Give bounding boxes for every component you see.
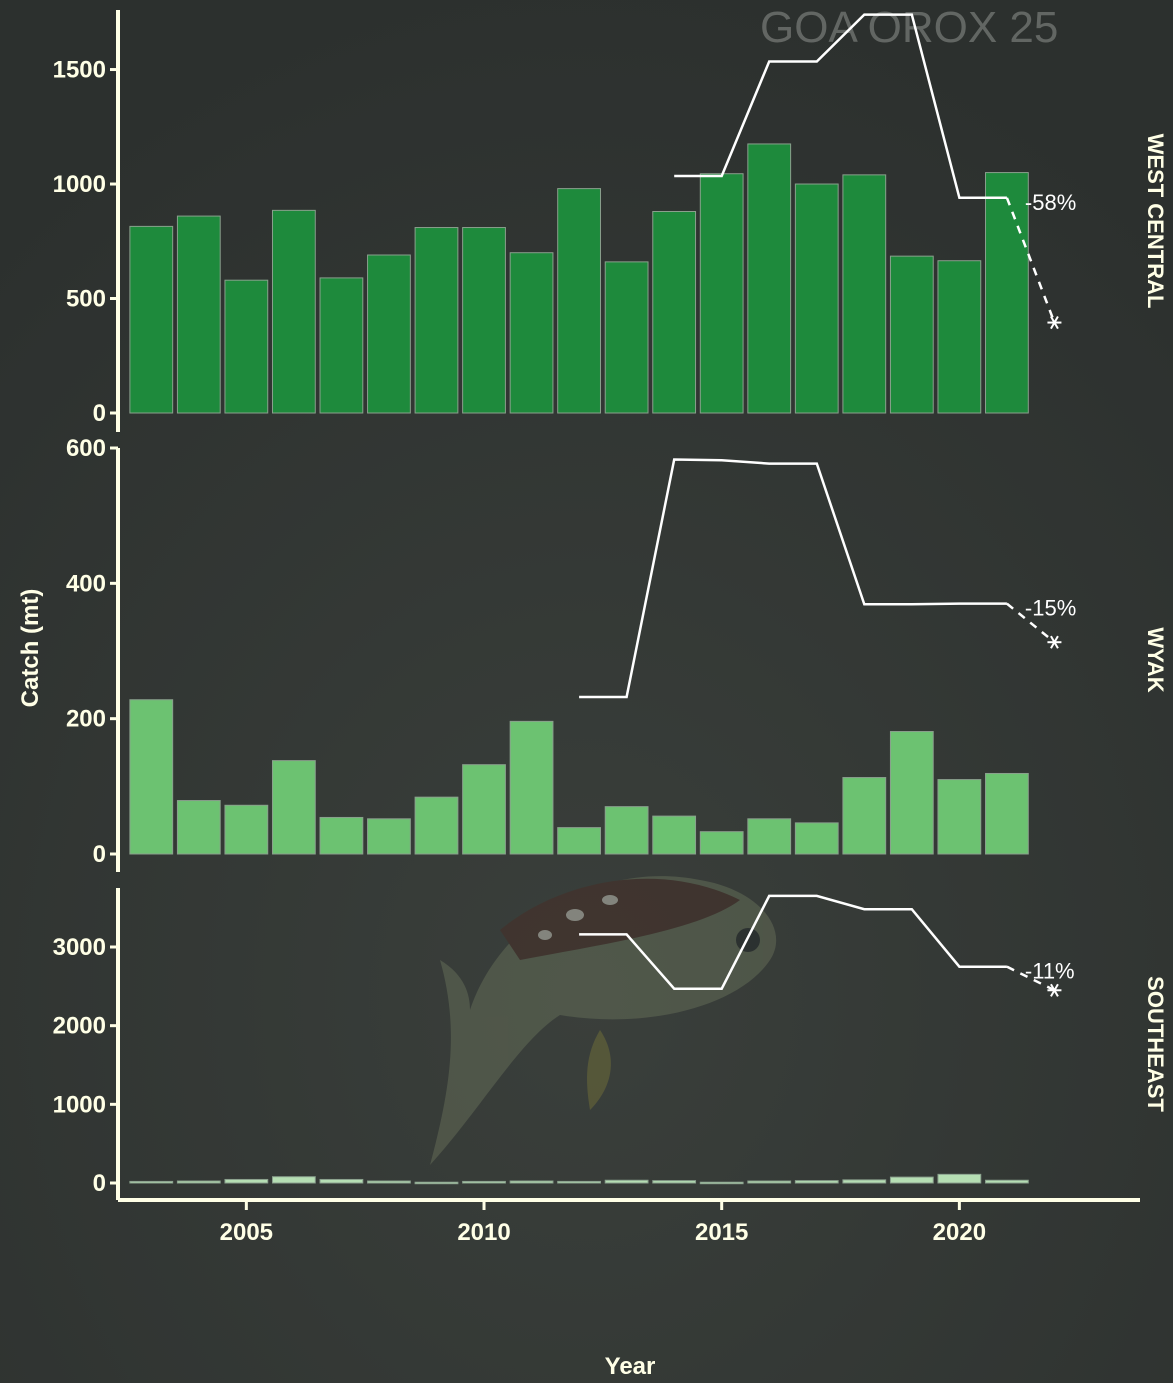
panel-southeast-bar bbox=[319, 1178, 364, 1184]
panel-southeast-y-tick-label: 0 bbox=[93, 1170, 106, 1197]
panel-southeast-bar bbox=[604, 1179, 649, 1184]
panel-west-central-y-tick-label: 0 bbox=[93, 400, 106, 427]
panel-west-central-y-tick-label: 1500 bbox=[53, 57, 106, 84]
panel-wyak-bar bbox=[604, 806, 649, 855]
panel-west-central-y-tick-label: 500 bbox=[66, 286, 106, 313]
panel-west-central-bar bbox=[224, 279, 269, 414]
panel-wyak-bar bbox=[889, 731, 934, 855]
y-axis-title: Catch (mt) bbox=[17, 589, 44, 708]
panel-wyak-bar bbox=[367, 818, 411, 855]
header-text: GOA OROX 25 bbox=[760, 3, 1058, 52]
panel-west-central-change-label: -58% bbox=[1025, 190, 1076, 215]
panel-wyak: 0 200 400 600 -15% WYAK bbox=[66, 435, 1168, 872]
panel-wyak-y-tick-label: 400 bbox=[66, 570, 106, 597]
panel-southeast-bar bbox=[652, 1180, 697, 1184]
panel-west-central: 0 500 1000 1500 -58% WEST CENTRAL bbox=[53, 10, 1168, 432]
panel-west-central-bar bbox=[367, 254, 411, 414]
panel-southeast-asterisk-icon bbox=[1047, 983, 1062, 997]
panel-southeast-facet-label: SOUTHEAST bbox=[1143, 976, 1168, 1112]
panel-southeast-y-tick-label: 1000 bbox=[53, 1091, 106, 1118]
panel-west-central-bar bbox=[129, 225, 174, 414]
panel-west-central-projection-line bbox=[1005, 197, 1056, 323]
panel-southeast-catch-line bbox=[579, 894, 1007, 990]
panel-southeast-bar bbox=[462, 1180, 506, 1184]
panel-west-central-bar bbox=[319, 277, 364, 414]
panel-southeast-y-tick-label: 2000 bbox=[53, 1013, 106, 1040]
panel-wyak-bar bbox=[224, 804, 269, 855]
panel-southeast-bar bbox=[271, 1176, 316, 1184]
panel-southeast-bar bbox=[747, 1180, 792, 1184]
panel-wyak-asterisk-icon bbox=[1047, 635, 1062, 649]
panel-wyak-y-tick-label: 200 bbox=[66, 706, 106, 733]
panel-west-central-bar bbox=[509, 252, 554, 414]
panel-west-central-bar bbox=[604, 261, 649, 414]
panel-southeast-bar bbox=[937, 1173, 982, 1184]
panel-wyak-bar bbox=[794, 822, 839, 855]
panel-wyak-bar bbox=[557, 827, 601, 855]
panel-southeast-bar bbox=[224, 1178, 269, 1184]
panel-west-central-bar bbox=[462, 227, 506, 414]
chart-panels: 0 500 1000 1500 -58% WEST CENTRAL 0 200 400 600 -1… bbox=[53, 10, 1168, 1200]
panel-west-central-asterisk-icon bbox=[1047, 315, 1062, 330]
panel-southeast-bar bbox=[699, 1181, 744, 1185]
panel-wyak-change-label: -15% bbox=[1025, 596, 1076, 621]
panel-wyak-bar bbox=[747, 818, 792, 855]
panel-wyak-bar bbox=[176, 800, 221, 855]
panel-west-central-bar bbox=[557, 188, 601, 414]
panel-southeast-y-tick-label: 3000 bbox=[53, 934, 106, 961]
panel-southeast-bar bbox=[367, 1180, 411, 1184]
panel-southeast-bar bbox=[509, 1180, 554, 1184]
panel-wyak-y-tick-label: 0 bbox=[93, 841, 106, 868]
panel-wyak-bar bbox=[319, 816, 364, 855]
x-tick-label: 2005 bbox=[220, 1219, 273, 1246]
panel-wyak-bar bbox=[509, 720, 554, 855]
fish-illustration bbox=[430, 876, 777, 1165]
panel-west-central-bar bbox=[794, 183, 839, 414]
panel-southeast-bar bbox=[842, 1179, 887, 1184]
panel-west-central-bar bbox=[985, 172, 1029, 414]
panel-southeast-bar bbox=[557, 1180, 601, 1184]
panel-west-central-bar bbox=[699, 173, 744, 414]
panel-west-central-catch-line bbox=[674, 13, 1007, 200]
x-ticks: 2005 2010 2015 2020 bbox=[220, 1200, 986, 1246]
panel-southeast-bar bbox=[985, 1179, 1029, 1184]
panel-west-central-bar bbox=[176, 215, 221, 414]
x-axis: 2005 2010 2015 2020 Year bbox=[118, 1198, 1140, 1380]
x-axis-title: Year bbox=[605, 1353, 656, 1380]
panel-southeast-bar bbox=[176, 1180, 221, 1184]
panel-west-central-bar bbox=[747, 143, 792, 414]
panel-wyak-bar bbox=[937, 779, 982, 855]
panel-wyak-bar bbox=[652, 815, 697, 855]
panel-wyak-bar bbox=[462, 764, 506, 855]
panel-southeast-change-label: -11% bbox=[1025, 959, 1075, 984]
panel-wyak-bar bbox=[414, 796, 459, 855]
panel-wyak-bar bbox=[985, 772, 1029, 855]
panel-wyak-facet-label: WYAK bbox=[1143, 627, 1168, 692]
panel-southeast-bar bbox=[889, 1176, 934, 1184]
panel-wyak-bar bbox=[842, 777, 887, 855]
x-tick-label: 2015 bbox=[695, 1219, 748, 1246]
panel-west-central-bar bbox=[414, 227, 459, 414]
panel-wyak-bar bbox=[699, 831, 744, 855]
panel-southeast-bar bbox=[129, 1180, 174, 1184]
panel-wyak-bar bbox=[129, 699, 174, 855]
panel-west-central-bar bbox=[652, 211, 697, 414]
x-tick-label: 2010 bbox=[457, 1219, 510, 1246]
panel-wyak-catch-line bbox=[579, 458, 1007, 699]
panel-west-central-bar bbox=[271, 209, 316, 414]
panel-southeast-bar bbox=[794, 1180, 839, 1184]
panel-west-central-bar bbox=[937, 260, 982, 414]
panel-wyak-y-tick-label: 600 bbox=[66, 435, 106, 462]
panel-southeast: 0 1000 2000 3000 -11% SOUTHEAST bbox=[53, 888, 1168, 1200]
x-tick-label: 2020 bbox=[933, 1219, 986, 1246]
panel-west-central-facet-label: WEST CENTRAL bbox=[1143, 134, 1168, 309]
panel-west-central-y-tick-label: 1000 bbox=[53, 171, 106, 198]
panel-west-central-bar bbox=[842, 174, 887, 414]
panel-west-central-bar bbox=[889, 255, 934, 414]
panel-southeast-bar bbox=[414, 1181, 459, 1185]
panel-wyak-bar bbox=[271, 760, 316, 855]
panel-wyak-projection-line bbox=[1006, 602, 1056, 644]
